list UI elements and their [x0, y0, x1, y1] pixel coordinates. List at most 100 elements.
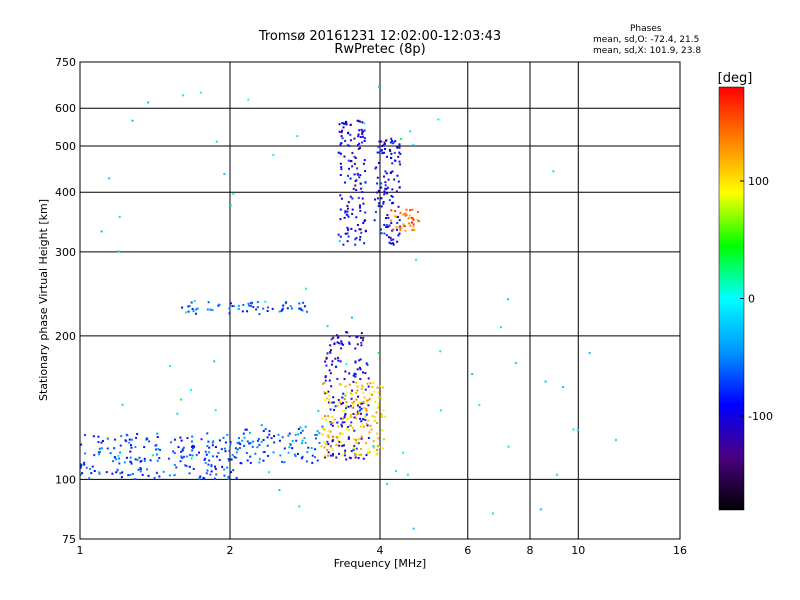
data-point: [324, 456, 327, 459]
data-point: [136, 458, 139, 461]
data-point: [325, 443, 328, 446]
data-point: [353, 446, 356, 449]
data-point: [289, 305, 292, 308]
data-point: [388, 148, 391, 151]
data-point: [346, 207, 349, 210]
data-point: [127, 474, 130, 477]
data-point: [121, 471, 124, 474]
data-point: [297, 433, 300, 436]
data-point: [155, 471, 158, 474]
data-point: [383, 193, 386, 196]
data-point: [341, 129, 344, 132]
data-point: [242, 304, 245, 307]
data-point: [199, 475, 202, 478]
data-point: [402, 223, 405, 226]
data-point: [351, 401, 354, 404]
data-point: [207, 463, 210, 466]
data-point: [237, 304, 240, 307]
data-point: [125, 440, 128, 443]
title-line-1: Tromsø 20161231 12:02:00-12:03:43: [258, 29, 502, 44]
data-point: [396, 221, 399, 224]
data-point: [353, 416, 356, 419]
data-point: [191, 454, 194, 457]
data-point: [194, 308, 197, 311]
data-point: [412, 218, 415, 221]
data-point: [90, 472, 93, 475]
data-point: [345, 363, 348, 366]
data-point: [320, 445, 323, 448]
data-point: [341, 444, 344, 447]
data-point: [329, 401, 332, 404]
data-point: [303, 437, 306, 440]
data-point: [98, 453, 101, 456]
data-point: [342, 243, 345, 246]
data-point: [252, 305, 255, 308]
data-point: [247, 302, 250, 305]
data-point: [356, 368, 359, 371]
data-point: [372, 444, 375, 447]
data-point: [346, 417, 349, 420]
data-point: [394, 159, 397, 162]
data-point: [341, 417, 344, 420]
data-point: [343, 155, 346, 158]
data-point: [273, 441, 276, 444]
data-point: [205, 453, 208, 456]
data-point: [229, 302, 232, 305]
data-point: [360, 387, 363, 390]
data-point: [330, 385, 333, 388]
data-point: [355, 236, 358, 239]
data-point: [354, 347, 357, 350]
data-point: [282, 304, 285, 307]
data-point: [181, 449, 184, 452]
data-point: [304, 441, 307, 444]
data-point: [301, 442, 304, 445]
data-point: [332, 439, 335, 442]
data-point: [383, 141, 386, 144]
data-point: [213, 360, 216, 363]
data-point: [352, 400, 355, 403]
data-point: [345, 407, 348, 410]
data-point: [149, 459, 152, 462]
data-point: [354, 180, 357, 183]
data-point: [409, 224, 412, 227]
data-point: [375, 166, 378, 169]
data-point: [192, 310, 195, 313]
data-point: [386, 224, 389, 227]
data-point: [180, 455, 183, 458]
data-point: [241, 439, 244, 442]
data-point: [170, 441, 173, 444]
data-point: [339, 152, 342, 155]
data-point: [362, 162, 365, 165]
data-point: [325, 356, 328, 359]
data-point: [362, 425, 365, 428]
data-point: [314, 433, 317, 436]
data-point: [193, 445, 196, 448]
data-point: [378, 140, 381, 143]
data-point: [399, 137, 402, 140]
data-point: [360, 402, 363, 405]
data-point: [353, 137, 356, 140]
data-point: [390, 242, 393, 245]
data-point: [383, 232, 386, 235]
data-point: [134, 478, 137, 481]
data-point: [367, 437, 370, 440]
data-point: [340, 423, 343, 426]
data-point: [357, 135, 360, 138]
data-point: [272, 153, 275, 156]
data-point: [326, 440, 329, 443]
data-point: [105, 471, 108, 474]
data-point: [360, 407, 363, 410]
data-point: [262, 451, 265, 454]
data-point: [411, 221, 414, 224]
data-point: [377, 391, 380, 394]
y-tick-label: 75: [62, 533, 76, 546]
data-point: [552, 170, 555, 173]
data-point: [353, 162, 356, 165]
data-point: [98, 447, 101, 450]
data-point: [354, 238, 357, 241]
data-point: [356, 389, 359, 392]
data-point: [344, 370, 347, 373]
data-point: [376, 176, 379, 179]
data-point: [383, 143, 386, 146]
data-point: [339, 360, 342, 363]
